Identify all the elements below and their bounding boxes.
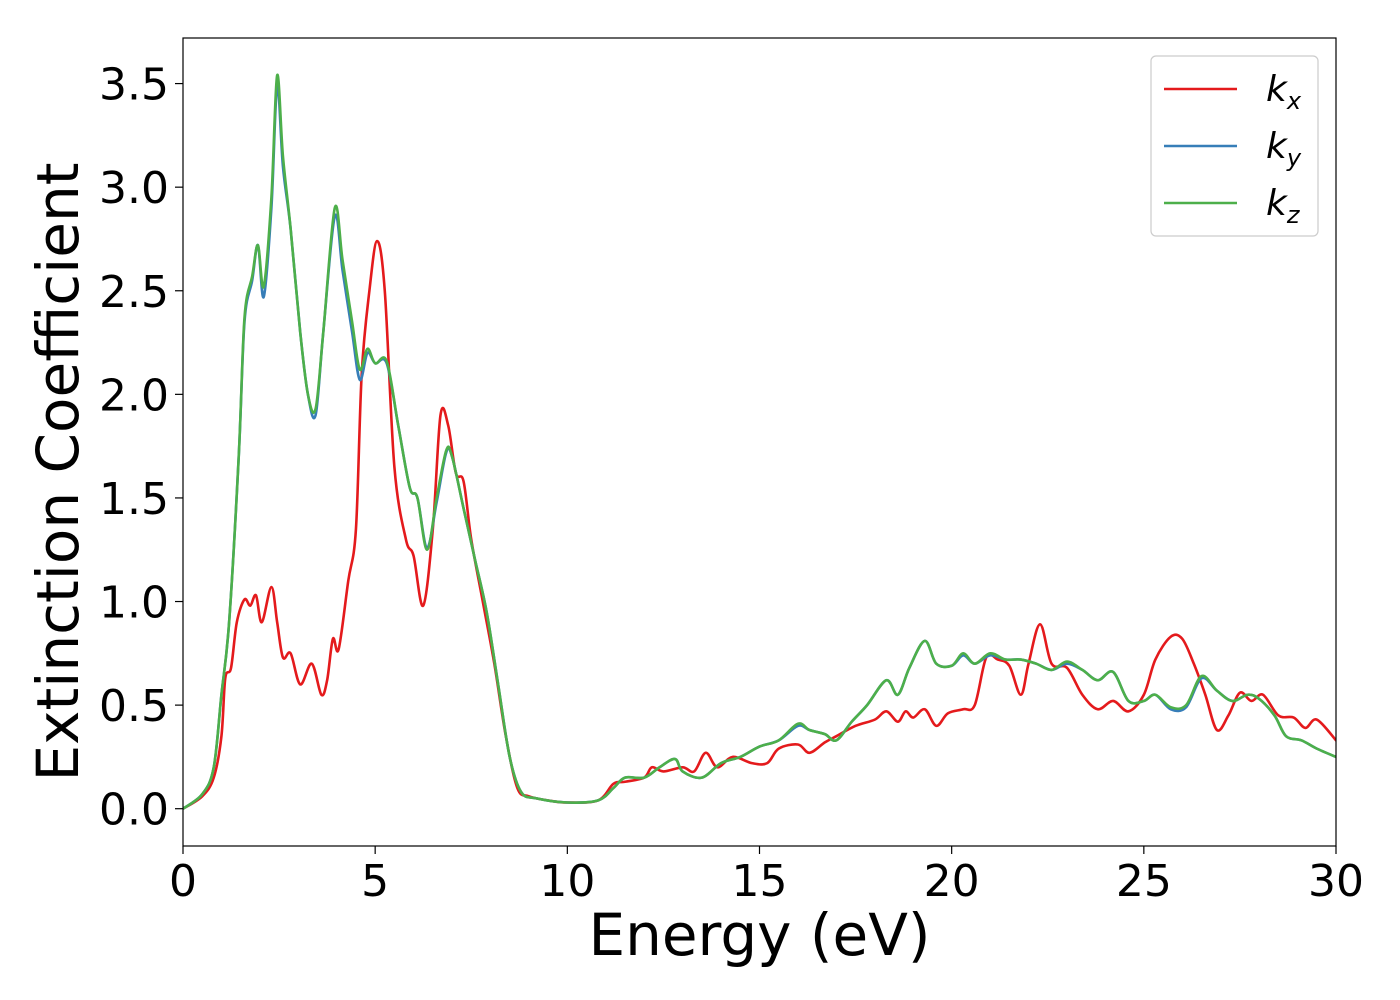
y-axis-label: Extinction Coefficient xyxy=(24,163,92,782)
x-tick-label: 20 xyxy=(924,856,980,907)
legend-label-k-x: kx xyxy=(1266,69,1302,115)
x-tick-label: 15 xyxy=(732,856,788,907)
series-line-k-z xyxy=(183,73,1336,811)
x-axis-ticks: 0 5 10 15 20 25 30 xyxy=(169,846,1364,907)
y-tick-label: 1.0 xyxy=(99,578,169,629)
y-tick-label: 0.5 xyxy=(99,681,169,732)
y-axis-ticks: 0.0 0.5 1.0 1.5 2.0 2.5 3.0 3.5 xyxy=(99,60,183,836)
x-tick-label: 30 xyxy=(1308,856,1364,907)
legend: kx ky kz xyxy=(1150,55,1319,237)
y-tick-label: 2.0 xyxy=(99,370,169,421)
x-tick-label: 0 xyxy=(169,856,197,907)
legend-label-k-z: kz xyxy=(1266,183,1301,229)
y-tick-label: 0.0 xyxy=(99,785,169,836)
series-layer xyxy=(183,73,1336,811)
y-tick-label: 1.5 xyxy=(99,474,169,525)
x-tick-label: 10 xyxy=(539,856,595,907)
legend-label-k-y: ky xyxy=(1266,126,1302,172)
y-tick-label: 2.5 xyxy=(99,267,169,318)
x-tick-label: 25 xyxy=(1116,856,1172,907)
x-tick-label: 5 xyxy=(361,856,389,907)
y-tick-label: 3.5 xyxy=(99,60,169,111)
x-axis-label: Energy (eV) xyxy=(588,901,930,969)
y-tick-label: 3.0 xyxy=(99,163,169,214)
series-line-k-x xyxy=(183,239,1336,811)
